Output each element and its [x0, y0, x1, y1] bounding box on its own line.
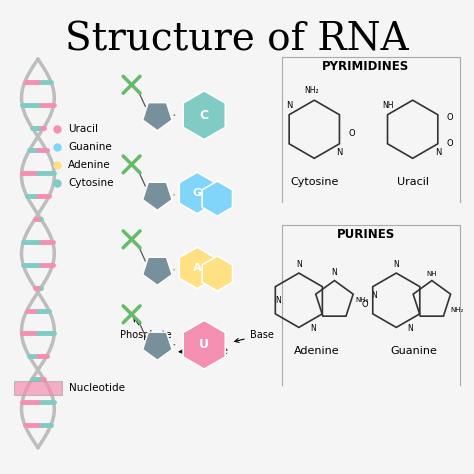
- Text: Phosphate: Phosphate: [120, 318, 172, 340]
- Text: U: U: [199, 338, 209, 351]
- Text: NH₂: NH₂: [305, 86, 319, 95]
- Text: N: N: [275, 296, 281, 305]
- Text: O: O: [349, 129, 356, 138]
- Text: Base: Base: [235, 330, 273, 342]
- Text: N: N: [408, 324, 413, 333]
- Text: PURINES: PURINES: [337, 228, 395, 241]
- Text: Structure of RNA: Structure of RNA: [65, 21, 409, 58]
- Text: Uracil: Uracil: [68, 124, 99, 134]
- Text: A: A: [193, 263, 201, 273]
- Text: O: O: [362, 301, 368, 310]
- Text: Cytosine: Cytosine: [290, 177, 338, 187]
- Text: N: N: [286, 101, 292, 110]
- Text: O: O: [447, 113, 453, 122]
- Text: Guanine: Guanine: [68, 142, 112, 152]
- Text: N: N: [435, 148, 441, 157]
- Text: N: N: [393, 260, 399, 269]
- Text: NH₂: NH₂: [451, 307, 464, 313]
- Text: Cytosine: Cytosine: [68, 178, 114, 188]
- Polygon shape: [183, 91, 225, 139]
- Text: C: C: [200, 109, 209, 122]
- Text: N: N: [336, 148, 343, 157]
- Polygon shape: [143, 332, 172, 360]
- Polygon shape: [179, 247, 215, 289]
- Polygon shape: [143, 257, 172, 285]
- Polygon shape: [143, 182, 172, 210]
- Polygon shape: [202, 181, 233, 216]
- Text: Uracil: Uracil: [397, 177, 428, 187]
- Text: N: N: [296, 260, 302, 269]
- Text: N: N: [310, 324, 316, 333]
- Text: N: N: [331, 268, 337, 277]
- Text: N: N: [372, 291, 377, 300]
- Text: O: O: [447, 139, 453, 148]
- Text: PYRIMIDINES: PYRIMIDINES: [322, 60, 410, 73]
- Text: Nucleotide: Nucleotide: [69, 383, 125, 393]
- Text: Adenine: Adenine: [68, 160, 111, 170]
- Text: G: G: [192, 188, 202, 198]
- FancyBboxPatch shape: [14, 381, 62, 395]
- Text: NH₂: NH₂: [355, 297, 368, 303]
- Polygon shape: [202, 256, 233, 291]
- Polygon shape: [143, 103, 172, 131]
- Text: Ribose: Ribose: [179, 346, 228, 356]
- Text: Adenine: Adenine: [294, 346, 339, 356]
- Text: Guanine: Guanine: [391, 346, 438, 356]
- Polygon shape: [183, 320, 225, 369]
- Text: NH: NH: [382, 101, 393, 110]
- Polygon shape: [179, 172, 215, 214]
- Text: NH: NH: [427, 271, 437, 277]
